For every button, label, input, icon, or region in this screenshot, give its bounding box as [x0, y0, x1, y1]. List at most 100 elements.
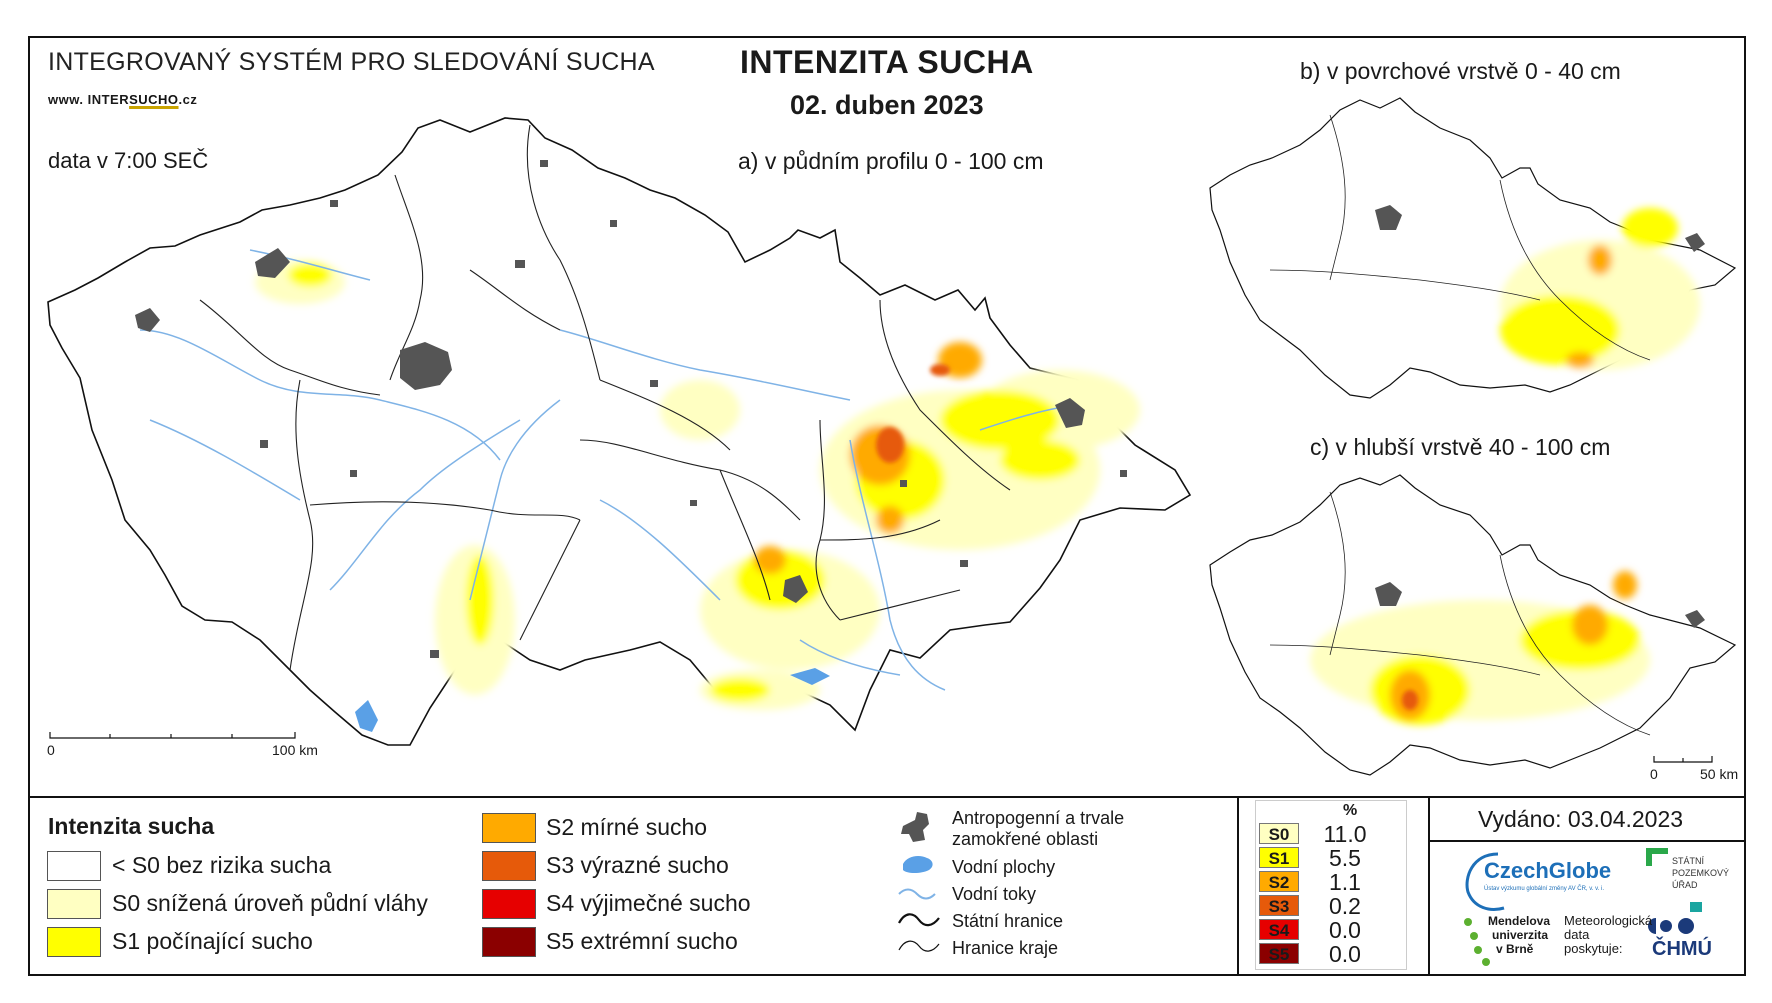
- data-time: data v 7:00 SEČ: [48, 148, 209, 173]
- legend-swatch-s2: [482, 813, 536, 843]
- s2-area: [1572, 605, 1608, 645]
- legend-streams: Vodní toky: [952, 884, 1037, 904]
- legend-swatch-none: [47, 851, 101, 881]
- map-a-title: a) v půdním profilu 0 - 100 cm: [738, 148, 1044, 174]
- chmu-logo-icon: [1678, 918, 1694, 934]
- percent-header: %: [1343, 802, 1358, 819]
- legend-label-s3: S3 výrazné sucho: [546, 852, 729, 878]
- anthropogenic-area: [650, 380, 658, 387]
- meteo-line1: Meteorologická: [1564, 913, 1653, 928]
- s1-area: [466, 555, 494, 645]
- region-border: [1329, 114, 1346, 281]
- meteo-line2: data: [1564, 927, 1590, 942]
- legend-separator: [28, 796, 1746, 798]
- region-border: [526, 124, 601, 381]
- map-b-title: b) v povrchové vrstvě 0 - 40 cm: [1300, 58, 1621, 84]
- anthropogenic-area-icon: [901, 812, 929, 842]
- region-border: [579, 439, 801, 521]
- anthropogenic-area: [900, 480, 907, 487]
- pct-label-s1: S1: [1259, 847, 1299, 868]
- legend-state-border: Státní hranice: [952, 911, 1064, 931]
- czechglobe-subtitle: Ústav výzkumu globální změny AV ČR, v. v…: [1484, 886, 1605, 892]
- s1-area: [1622, 208, 1678, 248]
- region-border: [469, 269, 561, 331]
- s0-area: [660, 380, 740, 440]
- region-border: [1329, 491, 1346, 656]
- legend-label-s0: S0 snížená úroveň půdní vláhy: [112, 890, 428, 916]
- legend-label-none: < S0 bez rizika sucha: [112, 852, 332, 878]
- region-border: [309, 501, 581, 521]
- spu-logo-line1: STÁTNÍ: [1672, 856, 1705, 866]
- anthropogenic-area: [540, 160, 548, 167]
- chmu-logo-icon: [1648, 918, 1656, 934]
- s2-area: [1613, 571, 1637, 599]
- anthropogenic-area: [960, 560, 968, 567]
- river: [249, 249, 371, 281]
- mendel-line1: Mendelova: [1488, 914, 1551, 928]
- anthropogenic-area: [610, 220, 617, 227]
- s3-area: [1402, 690, 1418, 710]
- region-border: [199, 299, 381, 396]
- spu-logo-line2: POZEMKOVÝ: [1672, 868, 1730, 878]
- mendel-logo-icon: [1470, 932, 1478, 940]
- map-date: 02. duben 2023: [790, 90, 984, 120]
- mendel-line3: v Brně: [1496, 942, 1534, 956]
- legend-swatch-s1: [47, 927, 101, 957]
- s2-area: [1588, 245, 1612, 275]
- state-border-icon: [898, 913, 940, 927]
- region-border: [519, 519, 581, 641]
- logos-graphics: [1464, 848, 1702, 966]
- map-c-scale-bar: [1653, 756, 1713, 763]
- water-body-icon: [903, 856, 933, 873]
- region-border: [599, 379, 731, 451]
- s3-area: [930, 364, 950, 376]
- anthropogenic-area: [1375, 582, 1402, 606]
- region-border: [1499, 179, 1651, 361]
- river: [599, 499, 721, 601]
- mendel-line2: univerzita: [1492, 928, 1549, 942]
- website-link[interactable]: www. INTERSUCHO.cz: [48, 92, 197, 107]
- legend-swatch-s5: [482, 927, 536, 957]
- legend-swatch-s0: [47, 889, 101, 919]
- river: [139, 329, 501, 461]
- pct-value-s1: 5.5: [1329, 845, 1361, 871]
- mendel-logo-icon: [1474, 946, 1482, 954]
- spu-logo-icon: [1646, 848, 1668, 854]
- river: [559, 329, 851, 401]
- s1-area: [288, 263, 332, 287]
- spu-logo-line3: ÚŘAD: [1672, 880, 1698, 890]
- river: [849, 439, 946, 691]
- website-prefix: www. INTER: [48, 92, 130, 107]
- pct-value-s2: 1.1: [1329, 869, 1361, 895]
- s3-area: [876, 427, 904, 463]
- anthropogenic-area: [400, 342, 452, 390]
- spu-logo-icon: [1690, 902, 1702, 912]
- stream-icon: [898, 888, 936, 900]
- scale-a-end: 100 km: [272, 742, 318, 758]
- pct-value-s0: 11.0: [1323, 821, 1367, 847]
- map-b: [1209, 97, 1737, 399]
- czechglobe-logo-icon: [1465, 852, 1505, 911]
- anthropogenic-area: [1375, 205, 1402, 230]
- legend-label-s5: S5 extrémní sucho: [546, 928, 738, 954]
- anthropogenic-area: [255, 248, 290, 278]
- river: [799, 639, 901, 676]
- pct-value-s5: 0.0: [1329, 941, 1361, 967]
- region-border: [1269, 269, 1541, 301]
- map-a-scale-bar: [49, 732, 296, 739]
- legend-swatch-s4: [482, 889, 536, 919]
- water-body: [355, 700, 378, 732]
- anthropogenic-area: [330, 200, 338, 207]
- region-border: [719, 469, 771, 601]
- s1-area: [710, 678, 770, 702]
- region-border: [819, 519, 941, 541]
- website-mid: SUCHO: [129, 92, 179, 107]
- mendel-logo-icon: [1464, 918, 1472, 926]
- s1-area: [1500, 295, 1620, 365]
- percent-table: [1255, 800, 1407, 970]
- river: [149, 419, 301, 501]
- chmu-logo: ČHMÚ: [1652, 938, 1712, 960]
- region-border: [289, 379, 314, 671]
- legend-label-s4: S4 výjimečné sucho: [546, 890, 751, 916]
